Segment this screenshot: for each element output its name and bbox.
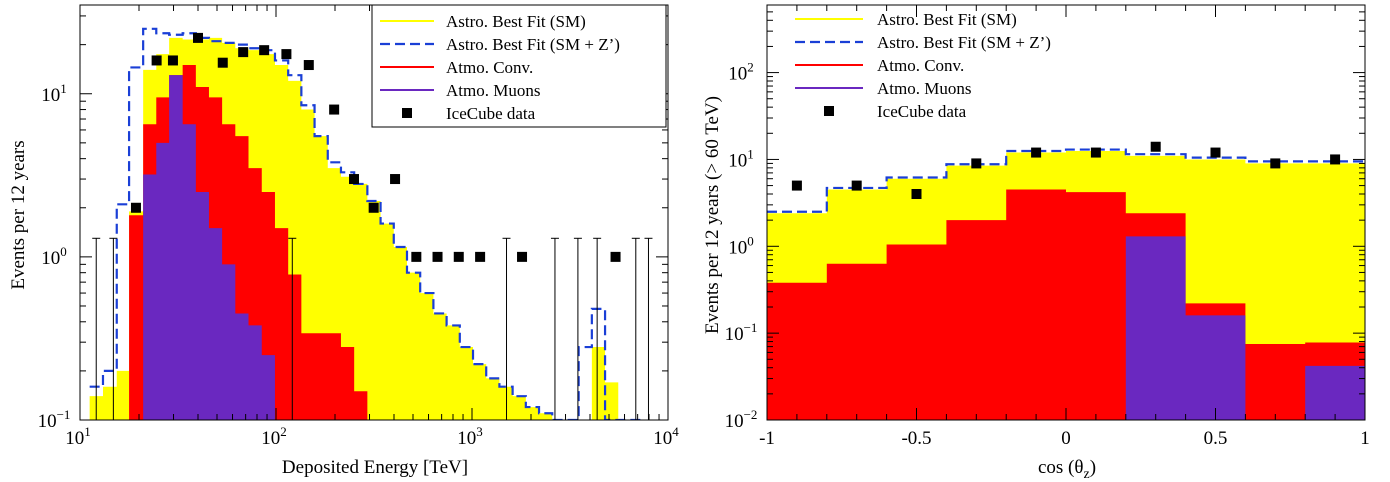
y-tick-label: 102: [728, 60, 754, 85]
x-tick-label: 104: [653, 424, 679, 449]
x-tick-label: 101: [65, 424, 91, 449]
data-point: [329, 104, 340, 115]
data-point: [971, 158, 982, 169]
y-tick-label: 101: [41, 81, 67, 106]
data-point: [1150, 141, 1161, 152]
legend-label: Atmo. Muons: [446, 81, 540, 100]
data-point: [1210, 147, 1221, 158]
axes: -1 -0.5 0 0.5 1 10−2 10−1 100 101 102: [725, 4, 1370, 449]
y-axis-label: Events per 12 years: [8, 140, 29, 289]
data-point: [167, 55, 178, 66]
legend-label: Astro. Best Fit (SM): [877, 10, 1017, 29]
legend-label: Atmo. Conv.: [446, 58, 533, 77]
x-tick-label: 0.5: [1204, 428, 1228, 449]
data-point: [517, 251, 528, 262]
data-point: [610, 251, 621, 262]
legend-label: Astro. Best Fit (SM + Z’): [446, 35, 620, 54]
y-tick-label: 100: [41, 244, 67, 269]
data-point: [281, 49, 292, 60]
legend: Astro. Best Fit (SM) Astro. Best Fit (SM …: [795, 10, 1051, 121]
y-axis-label: Events per 12 years (> 60 TeV): [702, 96, 723, 334]
data-point: [238, 47, 249, 58]
data-point: [432, 251, 443, 262]
x-tick-label: 102: [261, 424, 287, 449]
data-point: [851, 180, 862, 191]
legend: Astro. Best Fit (SM) Astro. Best Fit (SM …: [371, 4, 667, 128]
data-point: [1031, 147, 1042, 158]
atmo-muons-histogram: [89, 75, 645, 420]
x-tick-label: 103: [457, 424, 483, 449]
legend-label: IceCube data: [446, 104, 536, 123]
x-axis-label: cos (θz): [1038, 457, 1096, 482]
series-group: [89, 27, 653, 420]
data-point: [453, 251, 464, 262]
data-point: [1270, 158, 1281, 169]
x-tick-label: -1: [759, 428, 775, 449]
astro-zp-histogram: [767, 148, 1365, 213]
data-point: [303, 60, 314, 71]
y-tick-label: 10−2: [725, 407, 758, 432]
y-tick-label: 10−1: [725, 320, 758, 345]
legend-swatch: [402, 108, 412, 118]
x-tick-label: 0: [1061, 428, 1071, 449]
legend-label: IceCube data: [877, 102, 967, 121]
data-point: [348, 174, 359, 185]
data-point: [1090, 147, 1101, 158]
data-point: [193, 32, 204, 43]
data-point: [151, 55, 162, 66]
x-axis-label: Deposited Energy [TeV]: [282, 457, 468, 478]
plot-area: [767, 141, 1365, 420]
legend-label: Atmo. Conv.: [877, 56, 964, 75]
legend-label: Astro. Best Fit (SM + Z’): [877, 33, 1051, 52]
data-point: [390, 174, 401, 185]
data-point: [911, 189, 922, 200]
legend-label: Astro. Best Fit (SM): [446, 12, 586, 31]
series-group: [767, 141, 1365, 420]
data-point: [791, 180, 802, 191]
data-point: [368, 202, 379, 213]
data-point: [259, 45, 270, 56]
data-point: [130, 202, 141, 213]
plot-area: [89, 27, 653, 420]
x-tick-label: -0.5: [901, 428, 931, 449]
y-tick-label: 100: [728, 233, 754, 258]
chart-energy-spectrum: 101 102 103 104 10−1 100 101 Deposited Energy …: [8, 4, 679, 478]
legend-label: Atmo. Muons: [877, 79, 971, 98]
data-point: [475, 251, 486, 262]
chart-zenith-distribution: -1 -0.5 0 0.5 1 10−2 10−1 100 101 102 cos (θz) Ev…: [702, 4, 1370, 482]
y-tick-label: 101: [728, 146, 754, 171]
data-point: [1330, 154, 1341, 165]
legend-swatch: [824, 106, 834, 116]
axes: 101 102 103 104 10−1 100 101: [38, 4, 679, 449]
data-point: [217, 57, 228, 68]
data-point: [411, 251, 422, 262]
x-tick-label: 1: [1360, 428, 1370, 449]
y-tick-label: 10−1: [38, 407, 71, 432]
atmo-muons-histogram: [767, 236, 1365, 420]
